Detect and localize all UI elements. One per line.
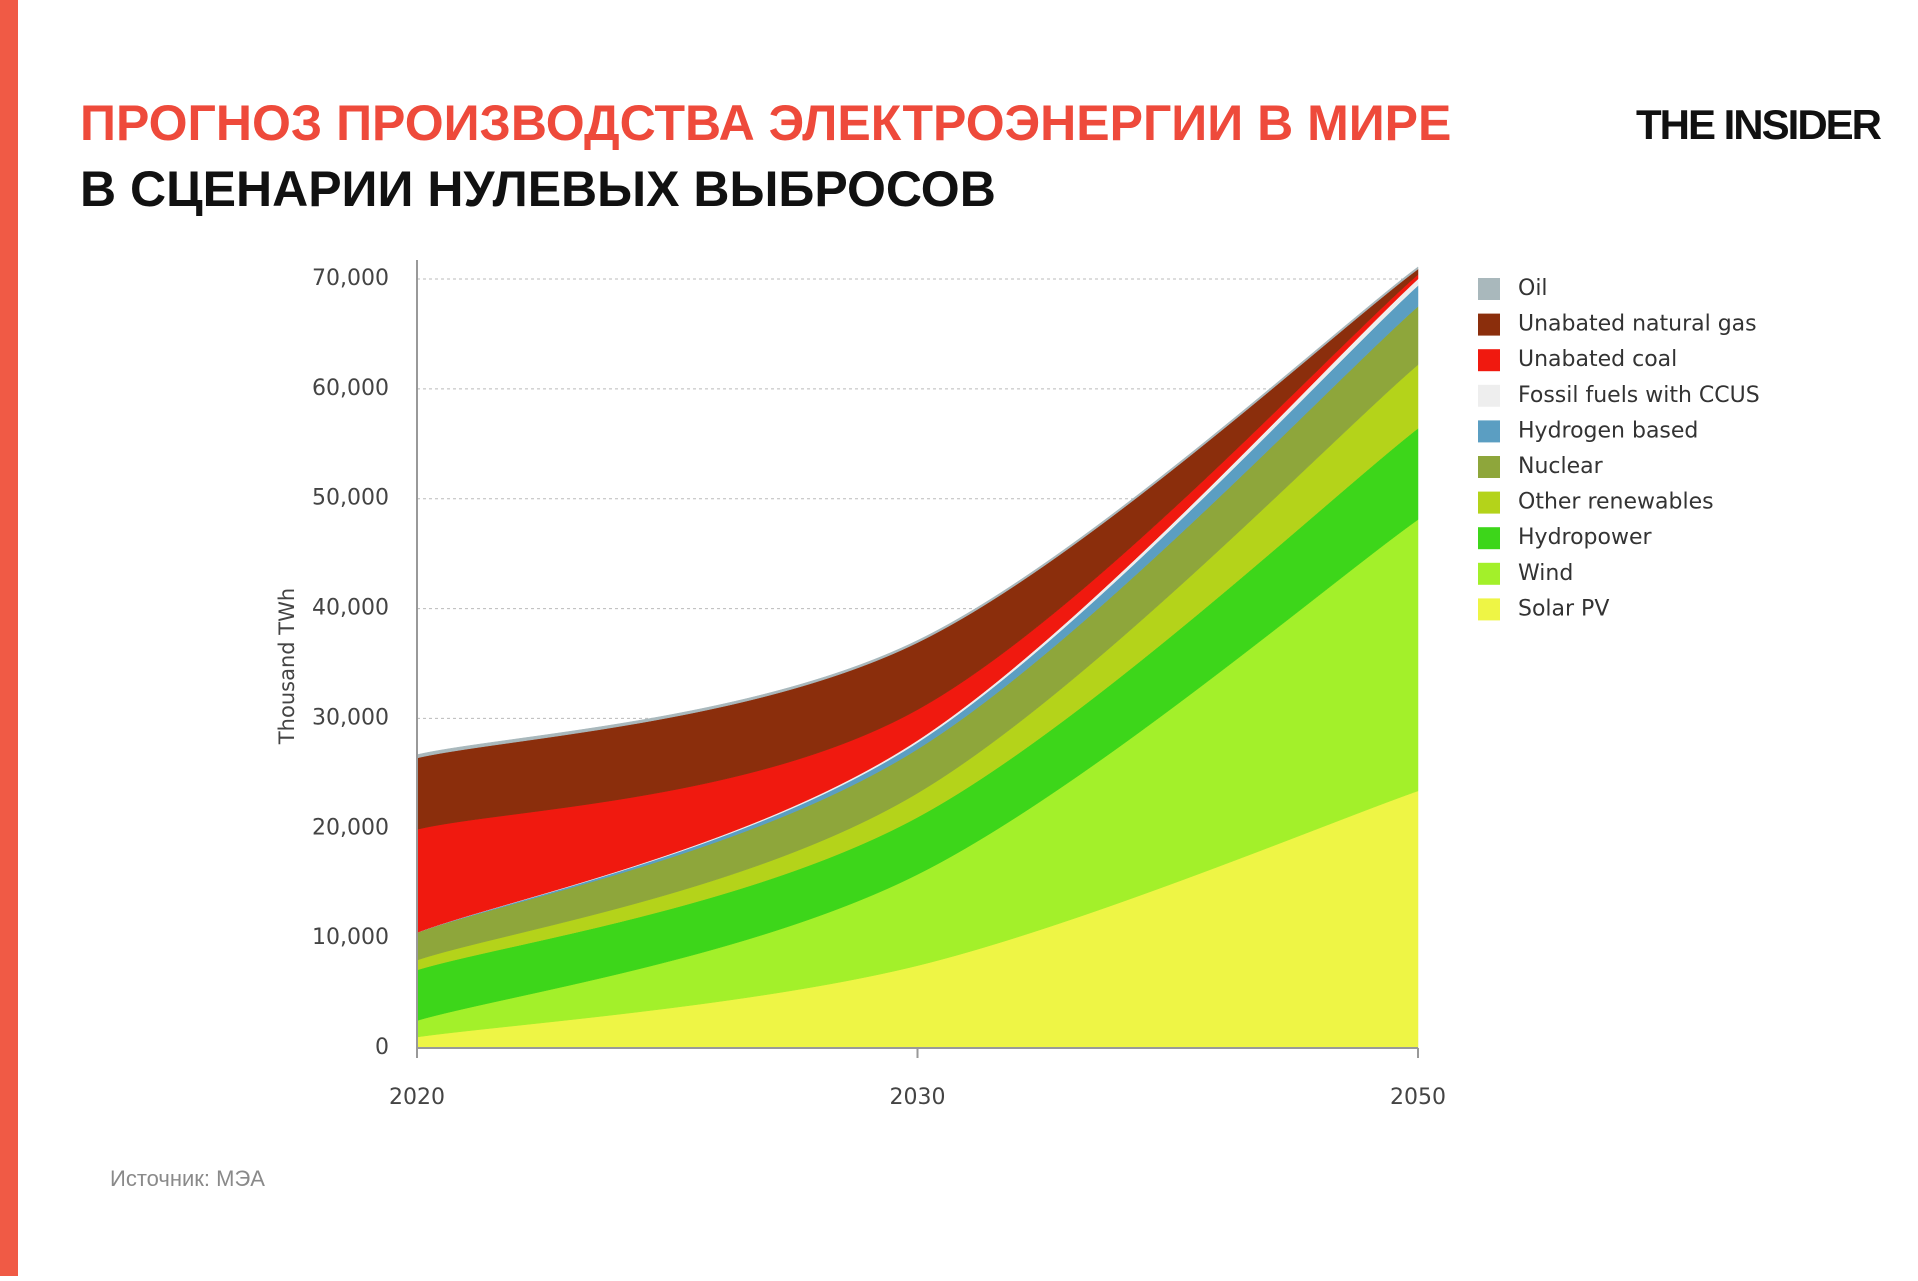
legend-swatch: [1478, 384, 1500, 407]
legend-swatch: [1478, 598, 1500, 621]
source: Источник: МЭА: [110, 1166, 265, 1191]
x-tick-label: 2030: [890, 1085, 946, 1110]
legend-swatch: [1478, 456, 1500, 478]
subtitle: В СЦЕНАРИИ НУЛЕВЫХ ВЫБРОСОВ: [80, 161, 996, 217]
legend-label: Other renewables: [1518, 490, 1714, 515]
logo: THE INSIDER: [1636, 101, 1882, 148]
legend-swatch: [1478, 491, 1500, 514]
legend-swatch: [1478, 313, 1500, 336]
y-tick-label: 60,000: [312, 376, 389, 401]
area: [416, 266, 1419, 759]
legend-swatch: [1478, 349, 1500, 372]
legend-label: Hydropower: [1518, 525, 1653, 550]
y-tick-label: 40,000: [312, 596, 389, 621]
y-axis-title: Thousand TWh: [275, 588, 299, 745]
legend-label: Unabated natural gas: [1518, 312, 1757, 337]
legend-swatch: [1478, 562, 1500, 585]
legend-swatch: [1478, 420, 1500, 443]
side-bar: [0, 0, 18, 1276]
y-tick-label: 0: [375, 1035, 389, 1060]
legend-label: Hydrogen based: [1518, 418, 1698, 443]
legend-label: Wind: [1518, 561, 1573, 586]
legend-swatch: [1478, 527, 1500, 550]
y-tick-label: 70,000: [312, 266, 389, 291]
legend-label: Solar PV: [1518, 596, 1609, 621]
legend-label: Unabated coal: [1518, 347, 1677, 372]
y-tick-label: 10,000: [312, 925, 389, 950]
legend-swatch: [1478, 278, 1500, 300]
y-tick-label: 50,000: [312, 486, 389, 511]
title: ПРОГНОЗ ПРОИЗВОДСТВА ЭЛЕКТРОЭНЕРГИИ В МИ…: [80, 95, 1451, 151]
legend-label: Fossil fuels with CCUS: [1518, 383, 1760, 408]
x-tick-label: 2020: [389, 1085, 445, 1110]
y-tick-label: 30,000: [312, 705, 389, 730]
legend-label: Nuclear: [1518, 454, 1604, 479]
x-tick-label: 2050: [1390, 1085, 1446, 1110]
y-tick-label: 20,000: [312, 815, 389, 840]
legend-label: Oil: [1518, 276, 1548, 301]
